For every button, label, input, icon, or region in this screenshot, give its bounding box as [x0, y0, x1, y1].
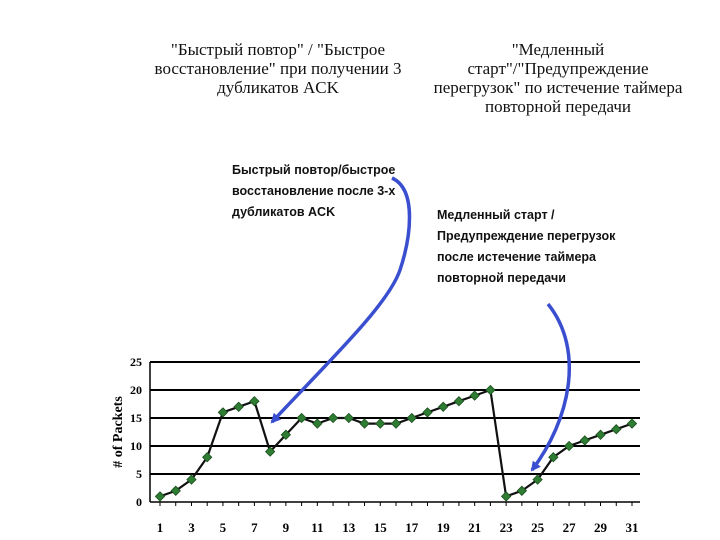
annotation-line: после истечение таймера: [437, 250, 596, 264]
heading-line: перегрузок" по истечение таймера: [433, 78, 683, 97]
y-axis-label: # of Packets: [111, 396, 126, 468]
y-tick-label: 15: [130, 411, 142, 425]
data-point: [170, 485, 181, 496]
data-point: [249, 396, 260, 407]
y-tick-label: 20: [130, 383, 142, 397]
data-point: [202, 452, 213, 463]
heading-fast-retransmit: "Быстрый повтор" / "Быстрое восстановлен…: [128, 40, 428, 97]
data-point: [406, 412, 417, 424]
y-tick-label: 0: [136, 495, 142, 509]
annotation-slow-start: Медленный старт / Предупреждение перегру…: [437, 205, 615, 289]
data-point: [264, 446, 276, 457]
x-tick-label: 15: [374, 520, 388, 535]
x-tick-label: 19: [437, 520, 451, 535]
data-point: [516, 485, 528, 496]
series-line: [159, 388, 633, 498]
data-point: [280, 429, 292, 440]
data-point: [375, 418, 386, 429]
data-point: [500, 491, 512, 502]
x-tick-label: 23: [500, 520, 514, 535]
data-point: [532, 474, 543, 485]
y-tick-label: 5: [136, 467, 142, 481]
grid-lines: [150, 361, 640, 503]
x-tick-label: 11: [311, 520, 323, 535]
arrow-slow-start: [530, 302, 571, 472]
data-point: [453, 396, 465, 407]
annotation-line: Медленный старт /: [437, 208, 555, 222]
annotation-line: Предупреждение перегрузок: [437, 229, 616, 243]
data-point: [563, 440, 575, 452]
heading-slow-start: "Медленный старт"/"Предупреждение перегр…: [408, 40, 708, 116]
data-point: [548, 452, 559, 463]
heading-line: "Медленный: [511, 40, 605, 59]
heading-line: "Быстрый повтор" / "Быстрое: [170, 40, 386, 59]
x-tick-label: 3: [188, 520, 195, 535]
data-point: [154, 491, 166, 502]
heading-line: дубликатов ACK: [217, 78, 339, 97]
data-point: [217, 407, 229, 418]
data-point: [579, 435, 590, 446]
arrow-fast-retransmit: [270, 176, 412, 424]
data-markers: [154, 384, 638, 502]
x-tick-label: 13: [342, 520, 356, 535]
x-tick-label: 5: [220, 520, 227, 535]
series-line-path: [159, 388, 633, 498]
x-tick-label: 25: [531, 520, 545, 535]
data-point: [611, 424, 622, 435]
x-tick-label: 7: [251, 520, 258, 535]
data-point: [233, 401, 244, 412]
x-tick-label: 21: [468, 520, 481, 535]
x-tick-label: 17: [405, 520, 419, 535]
annotation-line: восстановление после 3-х: [232, 184, 396, 198]
x-tick-label: 9: [283, 520, 290, 535]
data-point: [186, 474, 197, 485]
data-point: [359, 418, 370, 429]
data-point: [343, 412, 354, 424]
annotation-fast-retransmit: Быстрый повтор/быстрое восстановление по…: [232, 160, 395, 223]
data-point: [390, 418, 402, 429]
x-tick-label: 1: [157, 520, 164, 535]
axes: [149, 362, 633, 506]
data-point: [485, 384, 496, 396]
data-point: [327, 412, 339, 424]
y-tick-label: 25: [130, 355, 142, 369]
x-tick-label: 31: [626, 520, 639, 535]
annotation-line: повторной передачи: [437, 271, 566, 285]
x-tick-label: 29: [594, 520, 608, 535]
y-tick-label: 10: [130, 439, 142, 453]
data-point: [312, 418, 323, 429]
heading-line: повторной передачи: [485, 97, 631, 116]
annotation-line: Быстрый повтор/быстрое: [232, 163, 396, 177]
heading-line: восстановление" при получении 3: [154, 59, 402, 78]
data-point: [469, 390, 480, 401]
data-point: [422, 407, 433, 418]
x-tick-label: 27: [563, 520, 577, 535]
annotation-line: дубликатов ACK: [232, 205, 336, 219]
heading-line: старт"/"Предупреждение: [467, 59, 649, 78]
data-point: [438, 401, 449, 412]
data-point: [595, 429, 606, 440]
data-point: [626, 418, 638, 429]
data-point: [296, 412, 307, 424]
